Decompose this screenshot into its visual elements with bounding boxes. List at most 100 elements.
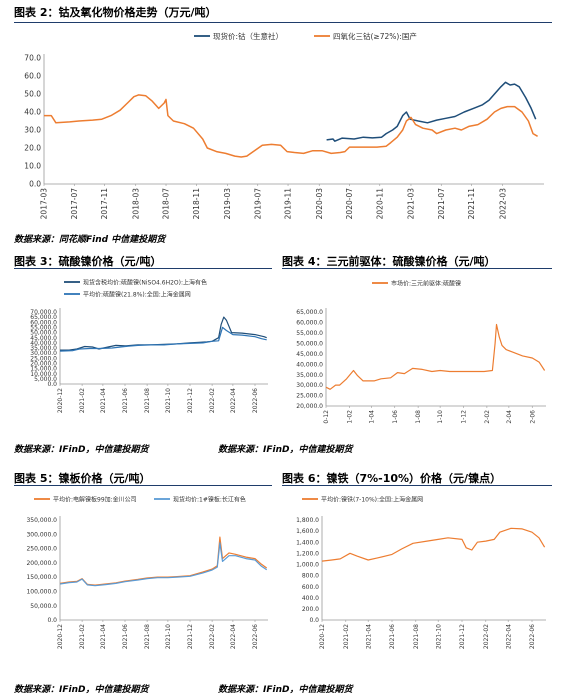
x-tick-label: 2020-03: [315, 188, 324, 220]
x-tick-label: 2021-10: [165, 388, 172, 413]
y-tick-label: 600.0: [302, 584, 319, 591]
x-tick-label: 2021-08: [413, 624, 420, 649]
chart-3-svg: 0.05,000.010,000.015,000.020,000.025,000…: [30, 278, 268, 413]
x-tick-label: 2021-02: [343, 624, 350, 649]
y-tick-label: 25,000.0: [30, 355, 57, 362]
x-tick-label: 2019-03: [223, 188, 232, 220]
chart-source: 数据来源：同花顺Find 中信建投期货: [14, 235, 166, 245]
title-rule: [282, 268, 552, 269]
y-tick-label: 100,000.0: [26, 589, 57, 596]
x-tick-label: 2018-07: [162, 188, 171, 220]
x-tick-label: 2022-02: [483, 624, 490, 649]
y-tick-label: 25,000.0: [296, 393, 323, 400]
chart-6-svg: 0.0 200.0 400.0 600.0 800.0 1,000.0 1,200.0 1,4…: [296, 495, 546, 649]
x-tick-label: 2021-10: [435, 624, 442, 649]
y-tick-label: 10.0: [24, 162, 41, 171]
x-tick-label: 2019-11: [284, 188, 293, 220]
y-tick-label: 60,000.0: [296, 320, 323, 327]
y-tick-label: 200.0: [302, 606, 319, 613]
x-tick-label: 2018-03: [131, 188, 140, 220]
x-tick-label: 2021-10: [165, 624, 172, 649]
x-tick-label: 2021-12: [187, 624, 194, 649]
chart-title: 图表 4：三元前驱体：硫酸镍价格（元/吨）: [282, 255, 496, 268]
y-tick-label: 60.0: [24, 72, 41, 81]
y-tick-label: 55,000.0: [30, 325, 57, 332]
y-tick-label: 40,000.0: [296, 361, 323, 368]
y-tick-label: 35,000.0: [30, 345, 57, 352]
x-tick-label: 2022-04: [230, 624, 237, 649]
y-tick-label: 1,600.0: [296, 528, 319, 535]
y-tick-label: 20.0: [24, 144, 41, 153]
legend-label: 平均价:电解镍板99加:金川公司: [53, 495, 137, 503]
x-tick-label: 2018-11: [192, 188, 201, 220]
x-tick-label: 2021-04: [368, 410, 375, 424]
legend-label: 市场价:三元前驱体:硫酸镍: [391, 279, 461, 287]
series-line: [44, 94, 538, 158]
x-tick-label: 2020-12: [57, 388, 64, 413]
y-tick-label: 150,000.0: [26, 574, 57, 581]
x-tick-label: 2021-10: [437, 410, 444, 424]
chart-title: 图表 5：镍板价格（元/吨）: [14, 472, 151, 485]
y-tick-label: 200,000.0: [26, 560, 57, 567]
y-tick-label: 0.0: [29, 180, 41, 189]
y-tick-label: 50,000.0: [30, 603, 57, 610]
y-tick-label: 45,000.0: [30, 335, 57, 342]
series-line: [325, 323, 546, 390]
x-tick-label: 2020-12: [57, 624, 64, 649]
y-tick-label: 300,000.0: [26, 531, 57, 538]
legend-label: 四氧化三钴(≥72%):国产: [333, 31, 417, 41]
y-tick-label: 5,000.0: [34, 376, 57, 383]
legend-label: 现货价:钴（生意社）: [213, 31, 283, 41]
y-tick-label: 10,000.0: [30, 371, 57, 378]
chart-source: 数据来源：IFinD，中信建投期货: [14, 445, 149, 455]
x-tick-label: 2017-11: [100, 188, 109, 220]
series-line: [59, 326, 267, 352]
x-tick-label: 2021-07: [437, 188, 446, 220]
y-tick-label: 0.0: [309, 617, 319, 624]
x-tick-label: 2020-11: [375, 188, 384, 220]
x-tick-label: 2022-04: [506, 410, 513, 424]
y-tick-label: 1,800.0: [296, 517, 319, 524]
x-tick-label: 2021-02: [79, 624, 86, 649]
title-rule: [282, 485, 552, 486]
y-tick-label: 250,000.0: [26, 546, 57, 553]
x-tick-label: 2021-12: [187, 388, 194, 413]
y-tick-label: 20,000.0: [296, 403, 323, 410]
x-tick-label: 2021-06: [392, 410, 399, 424]
x-tick-label: 2021-06: [122, 388, 129, 413]
x-tick-label: 2022-06: [529, 624, 536, 649]
x-tick-label: 2021-08: [415, 410, 422, 424]
x-tick-label: 2019-07: [253, 188, 262, 220]
series-line: [59, 542, 268, 587]
title-rule: [14, 268, 272, 269]
x-tick-label: 2020-12: [323, 410, 330, 424]
y-tick-label: 40.0: [24, 108, 41, 117]
x-tick-label: 2020-12: [319, 624, 326, 649]
x-tick-label: 2022-06: [252, 388, 259, 413]
chart-1-svg: 0.0 10.0 20.0 30.0 40.0 50.0 60.0 70.0 2017-03 20…: [24, 31, 544, 220]
x-tick-label: 2021-04: [365, 624, 372, 649]
legend-label: 平均价:硫酸镍(21.8%):全国:上海金属网: [83, 290, 191, 298]
chart-title: 图表 3：硫酸镍价格（元/吨）: [14, 255, 162, 268]
y-tick-label: 800.0: [302, 573, 319, 580]
y-tick-label: 20,000.0: [30, 361, 57, 368]
y-tick-label: 350,000.0: [26, 517, 57, 524]
y-tick-label: 50,000.0: [30, 330, 57, 337]
y-tick-label: 400.0: [302, 595, 319, 602]
y-tick-label: 60,000.0: [30, 319, 57, 326]
y-tick-label: 70,000.0: [30, 309, 57, 316]
title-rule: [14, 22, 552, 23]
x-tick-label: 2020-07: [345, 188, 354, 220]
x-tick-label: 2021-08: [144, 388, 151, 413]
y-tick-label: 30,000.0: [296, 382, 323, 389]
chart-source: 数据来源：IFinD，中信建投期货: [218, 685, 353, 695]
y-tick-label: 1,400.0: [296, 539, 319, 546]
x-tick-label: 2021-03: [407, 188, 416, 220]
x-tick-label: 2021-12: [459, 624, 466, 649]
x-tick-label: 2021-04: [100, 388, 107, 413]
chart-title: 图表 2：钴及氧化物价格走势（万元/吨）: [14, 6, 217, 19]
x-tick-label: 2022-04: [505, 624, 512, 649]
y-tick-label: 70.0: [24, 54, 41, 63]
y-tick-label: 35,000.0: [296, 372, 323, 379]
legend-label: 平均价:镍铁(7-10%):全国:上海金属网: [321, 495, 423, 503]
